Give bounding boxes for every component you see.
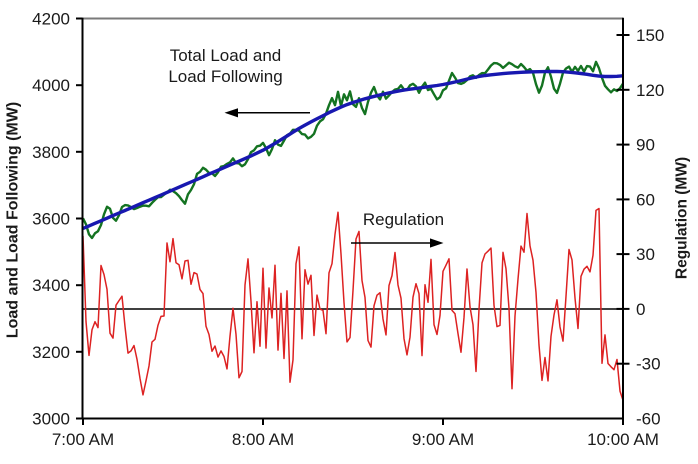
- svg-text:Load Following: Load Following: [168, 67, 282, 86]
- svg-text:10:00 AM: 10:00 AM: [587, 430, 659, 449]
- svg-text:0: 0: [636, 300, 645, 319]
- svg-text:Regulation (MW): Regulation (MW): [674, 157, 691, 279]
- svg-text:60: 60: [636, 190, 655, 209]
- svg-text:Regulation: Regulation: [363, 210, 444, 229]
- svg-text:3200: 3200: [32, 343, 70, 362]
- svg-text:-30: -30: [636, 355, 661, 374]
- svg-text:4000: 4000: [32, 76, 70, 95]
- svg-text:120: 120: [636, 81, 664, 100]
- svg-text:3600: 3600: [32, 210, 70, 229]
- svg-text:150: 150: [636, 26, 664, 45]
- svg-text:3000: 3000: [32, 410, 70, 429]
- svg-text:8:00 AM: 8:00 AM: [232, 430, 294, 449]
- svg-text:90: 90: [636, 136, 655, 155]
- svg-text:7:00 AM: 7:00 AM: [52, 430, 114, 449]
- svg-text:9:00 AM: 9:00 AM: [412, 430, 474, 449]
- svg-text:3400: 3400: [32, 276, 70, 295]
- svg-text:4200: 4200: [32, 10, 70, 29]
- svg-text:Total Load and: Total Load and: [170, 46, 282, 65]
- svg-text:3800: 3800: [32, 143, 70, 162]
- svg-text:-60: -60: [636, 410, 661, 429]
- svg-text:Load and Load Following (MW): Load and Load Following (MW): [5, 102, 22, 338]
- svg-text:30: 30: [636, 245, 655, 264]
